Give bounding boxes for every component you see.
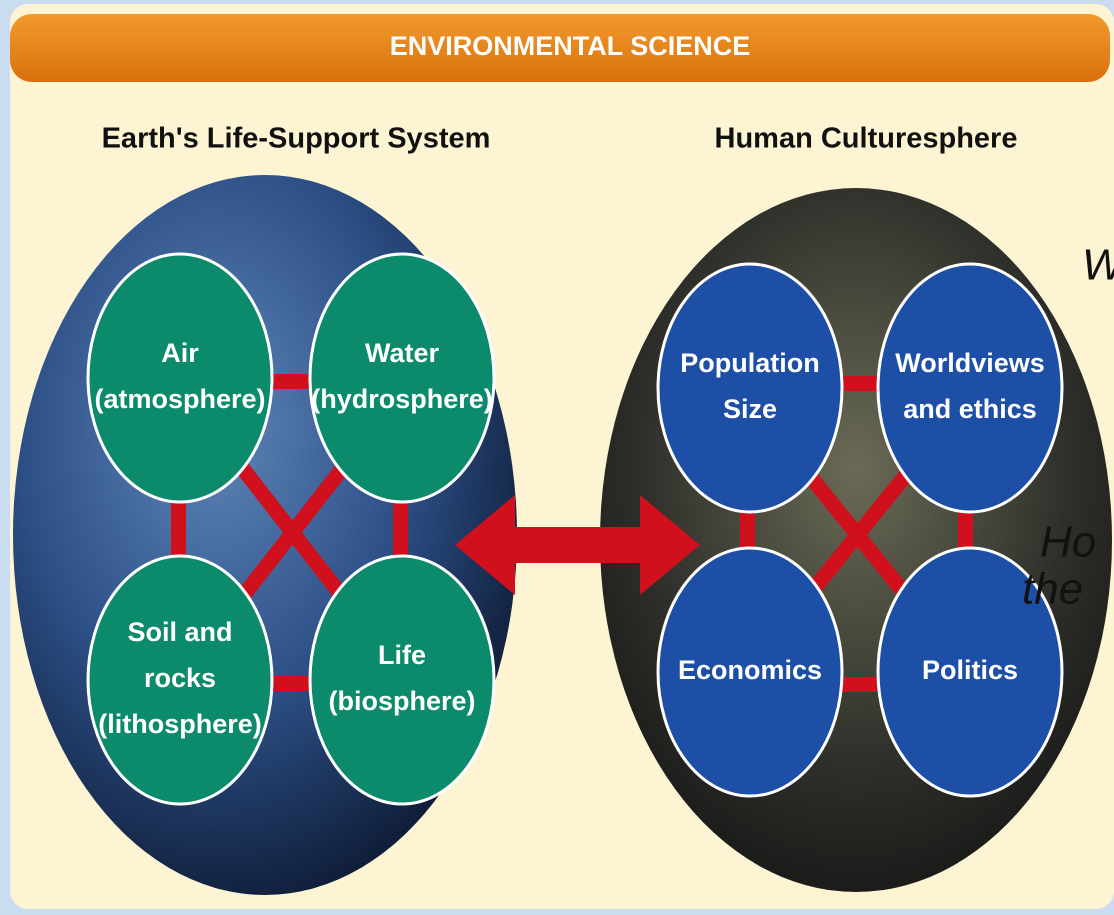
node-label: Air [161,338,199,368]
node-label: Life [378,640,426,670]
node-label: and ethics [903,394,1037,424]
node-label: (atmosphere) [94,384,265,414]
node-circle [658,264,842,512]
node-label: (lithosphere) [98,709,262,739]
slide: ENVIRONMENTAL SCIENCE Earth's Life-Suppo… [0,0,1114,915]
node-label: Politics [922,655,1018,685]
node-label: (biosphere) [328,686,475,716]
overlay-text: Ho [1040,518,1096,567]
overlay-text: the [1022,565,1083,614]
node-label: (hydrosphere) [311,384,493,414]
right-title: Human Culturesphere [715,123,1018,155]
node-label: Population [680,348,819,378]
overlay-text: W [1082,241,1114,290]
node-label: Size [723,394,777,424]
left-title: Earth's Life-Support System [102,123,491,155]
node-label: Worldviews [895,348,1045,378]
node-label: Soil and [127,617,232,647]
node-circle [310,556,494,804]
node-circle [88,254,272,502]
node-circle [878,264,1062,512]
node-label: rocks [144,663,216,693]
node-circle [310,254,494,502]
page: {"header": {"title": "ENVIRONMENTAL SCIE… [0,0,1114,915]
header-title: ENVIRONMENTAL SCIENCE [390,31,751,61]
node-label: Economics [678,655,822,685]
node-label: Water [365,338,440,368]
